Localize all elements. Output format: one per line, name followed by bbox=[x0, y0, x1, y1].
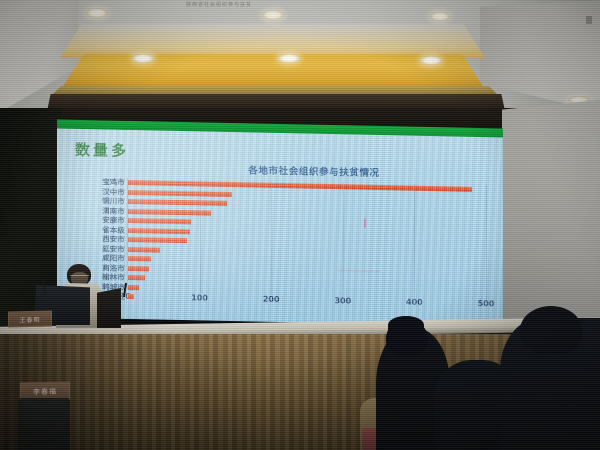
bar bbox=[128, 284, 139, 290]
gridline bbox=[486, 185, 487, 300]
category-label: 省本级 bbox=[102, 224, 125, 235]
nameplate: 王春明 bbox=[8, 310, 52, 328]
audience-head bbox=[520, 306, 582, 354]
bar bbox=[128, 199, 227, 206]
bar bbox=[128, 189, 232, 197]
downlight bbox=[278, 54, 300, 63]
bar bbox=[128, 227, 190, 234]
category-label: 汉中市 bbox=[102, 186, 125, 197]
downlight bbox=[132, 54, 154, 63]
downlight bbox=[420, 56, 442, 65]
downlight bbox=[262, 10, 284, 20]
bar bbox=[128, 294, 134, 300]
category-label: 咸阳市 bbox=[102, 253, 125, 263]
category-label: 榆林市 bbox=[102, 272, 125, 282]
ceiling-inner-panel bbox=[60, 24, 485, 58]
bar bbox=[128, 275, 146, 281]
category-label: 铜川市 bbox=[102, 196, 125, 206]
top-banner-text: 陕西省社会组织参与扶贫 bbox=[186, 2, 253, 8]
category-label: 渭南市 bbox=[102, 205, 125, 216]
wall-right-light bbox=[502, 100, 600, 340]
glasses-icon bbox=[70, 275, 89, 279]
bar bbox=[128, 246, 160, 253]
ceiling-fixture bbox=[586, 16, 592, 24]
category-label: 延安市 bbox=[102, 243, 125, 254]
plot-area: 0100200300400500宝鸡市汉中市铜川市渭南市安康市省本级西安市延安市… bbox=[102, 177, 494, 308]
bar bbox=[128, 218, 191, 225]
audience-head-occluding-axis bbox=[388, 316, 424, 334]
chart-title: 各地市社会组织参与扶贫情况 bbox=[248, 165, 380, 180]
second-person-silhouette bbox=[97, 288, 121, 328]
bar bbox=[128, 265, 150, 271]
chart: 各地市社会组织参与扶贫情况 0100200300400500宝鸡市汉中市铜川市渭… bbox=[79, 159, 497, 322]
downlight bbox=[86, 8, 108, 18]
category-label: 商洛市 bbox=[102, 262, 125, 273]
cove-edge-trim bbox=[52, 86, 498, 95]
bar bbox=[128, 208, 212, 216]
downlight bbox=[430, 12, 450, 21]
category-label: 宝鸡市 bbox=[102, 177, 125, 187]
slide-heading: 数量多 bbox=[75, 140, 130, 160]
bar bbox=[128, 237, 188, 244]
category-label: 西安市 bbox=[102, 234, 125, 244]
chair-silhouette bbox=[18, 398, 70, 450]
bar bbox=[128, 256, 151, 262]
category-label: 安康市 bbox=[102, 215, 125, 225]
